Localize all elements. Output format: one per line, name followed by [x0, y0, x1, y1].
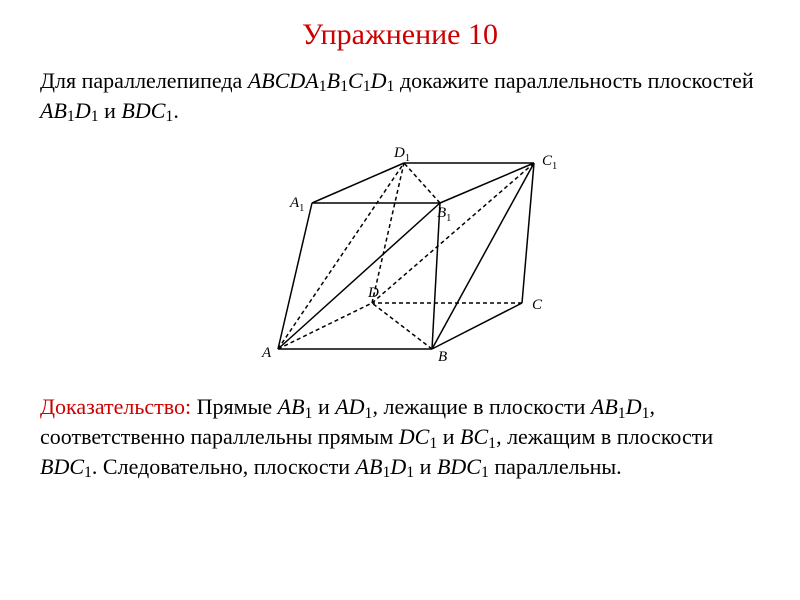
- label-c: C: [348, 68, 363, 93]
- ab1: AB: [278, 394, 305, 419]
- p3a: AB: [356, 454, 383, 479]
- seg7: . Следовательно, плоскости: [92, 454, 356, 479]
- bc1: BC: [460, 424, 488, 449]
- plane2-bdc: BDC: [121, 98, 165, 123]
- diagram: ABCDA1B1C1D1: [0, 135, 800, 392]
- p4sub: 1: [481, 464, 489, 481]
- ab1-sub: 1: [305, 405, 313, 422]
- p1b: D: [626, 394, 642, 419]
- seg2: и: [312, 394, 335, 419]
- label-d: D: [371, 68, 387, 93]
- p2a: BDC: [40, 454, 84, 479]
- label-abcda: ABCDA: [248, 68, 319, 93]
- seg5: и: [437, 424, 460, 449]
- problem-suffix: докажите параллельность плоскостей: [394, 68, 753, 93]
- p3b: D: [390, 454, 406, 479]
- exercise-title: Упражнение 10: [0, 0, 800, 66]
- ad1-sub: 1: [365, 405, 373, 422]
- svg-text:C1: C1: [542, 153, 557, 172]
- dc1: DC: [399, 424, 430, 449]
- sub-1c: 1: [363, 78, 371, 95]
- problem-end: .: [173, 98, 179, 123]
- plane1-sub2: 1: [91, 108, 99, 125]
- seg1: Прямые: [191, 394, 277, 419]
- plane1-d: D: [75, 98, 91, 123]
- svg-text:A1: A1: [289, 195, 304, 214]
- seg3: , лежащие в плоскости: [372, 394, 590, 419]
- sub-1b: 1: [340, 78, 348, 95]
- problem-prefix: Для параллелепипеда: [40, 68, 248, 93]
- dc1-sub: 1: [429, 435, 437, 452]
- p1sub2: 1: [642, 405, 650, 422]
- p2sub: 1: [84, 464, 92, 481]
- parallelepiped-svg: ABCDA1B1C1D1: [230, 143, 570, 373]
- plane2-sub1: 1: [165, 108, 173, 125]
- svg-text:B: B: [438, 349, 447, 365]
- seg8: и: [414, 454, 437, 479]
- p3sub2: 1: [406, 464, 414, 481]
- p4a: BDC: [437, 454, 481, 479]
- proof-block: Доказательство: Прямые AB1 и AD1, лежащи…: [0, 392, 800, 481]
- proof-label: Доказательство:: [40, 394, 191, 419]
- problem-statement: Для параллелепипеда ABCDA1B1C1D1 докажит…: [0, 66, 800, 135]
- sub-1d: 1: [387, 78, 395, 95]
- ad1: AD: [335, 394, 364, 419]
- svg-text:A: A: [261, 345, 272, 361]
- seg9: параллельны.: [489, 454, 622, 479]
- label-b: B: [327, 68, 340, 93]
- seg6: , лежащим в плоскости: [496, 424, 713, 449]
- sub-1a: 1: [319, 78, 327, 95]
- svg-text:D1: D1: [393, 145, 410, 164]
- bc1-sub: 1: [488, 435, 496, 452]
- p1a: AB: [591, 394, 618, 419]
- plane1-ab: AB: [40, 98, 67, 123]
- title-text: Упражнение 10: [302, 18, 498, 51]
- svg-text:D: D: [367, 285, 379, 301]
- plane1-sub1: 1: [67, 108, 75, 125]
- svg-text:C: C: [532, 297, 543, 313]
- p1sub1: 1: [618, 405, 626, 422]
- problem-and: и: [99, 98, 122, 123]
- p3sub1: 1: [382, 464, 390, 481]
